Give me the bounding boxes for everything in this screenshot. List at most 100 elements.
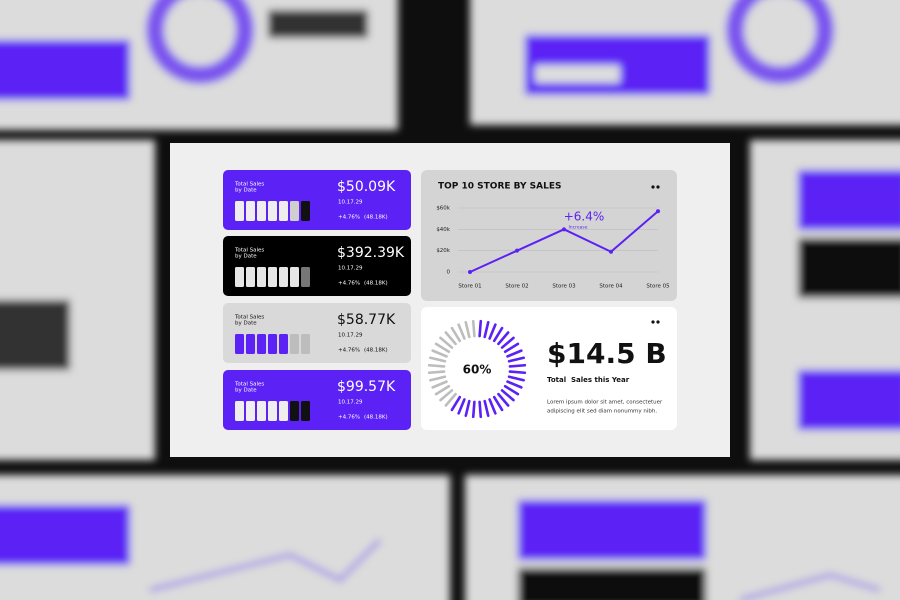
card-date: 10.17.29: [338, 333, 363, 339]
radial-bar-value: [503, 384, 520, 396]
card-label: Total Sales: [234, 248, 264, 254]
card-value: $99.57K: [337, 379, 396, 395]
card-block: [279, 401, 288, 421]
card-amount: (48.18K): [364, 348, 388, 354]
summary-value: $14.5 B: [547, 337, 667, 370]
radial-rest: [427, 319, 476, 407]
card-value: $392.39K: [337, 245, 405, 261]
radial-bar-rest: [464, 321, 471, 339]
card-label: Total Sales: [234, 315, 264, 321]
radial-bar-rest: [457, 323, 466, 340]
radial-bar-value: [457, 398, 466, 415]
radial-bar-value: [471, 400, 476, 419]
card-date: 10.17.29: [338, 266, 363, 272]
radial-bar-rest: [450, 326, 462, 343]
card-block: [301, 201, 310, 221]
card-block: [279, 201, 288, 221]
card-block: [235, 267, 244, 287]
line-point: [609, 249, 613, 254]
x-tick-label: Store 03: [552, 284, 576, 290]
card-block: [235, 401, 244, 421]
card-block: [279, 267, 288, 287]
line-point: [656, 209, 660, 214]
y-tick-label: 0: [447, 270, 451, 276]
radial-bar-rest: [444, 331, 457, 346]
y-tick-label: $60k: [436, 206, 450, 212]
radial-bar-rest: [431, 349, 448, 358]
line-point: [562, 227, 566, 232]
x-tick-label: Store 01: [458, 284, 481, 290]
radial-bar-rest: [444, 392, 457, 407]
card-block: [279, 334, 288, 354]
card-amount: (48.18K): [364, 215, 388, 221]
radial-bar-value: [507, 356, 525, 363]
card-label: by Date: [235, 188, 257, 194]
card-value: $58.77K: [337, 312, 396, 328]
radial-bar-value: [497, 331, 510, 346]
line-point: [515, 248, 519, 253]
card-change: +4.76%: [338, 215, 360, 221]
radial-bar-rest: [471, 319, 476, 338]
radial-bar-value: [508, 363, 527, 368]
radial-bar-rest: [431, 380, 448, 389]
card-block: [301, 267, 310, 287]
card-block: [246, 334, 255, 354]
radial-bar-value: [450, 395, 462, 412]
card-block: [235, 201, 244, 221]
card-amount: (48.18K): [364, 415, 388, 421]
card-block: [268, 334, 277, 354]
radial-bar-value: [508, 370, 527, 375]
card-block: [268, 201, 277, 221]
card-label: Total Sales: [234, 382, 264, 388]
card-block: [268, 401, 277, 421]
card-block: [290, 334, 299, 354]
menu-dots: [651, 185, 660, 189]
line-point: [468, 270, 472, 274]
radial-bar-rest: [434, 384, 451, 396]
annotation-sub: Increase: [568, 225, 587, 231]
radial-value: [450, 319, 527, 419]
card-label: by Date: [235, 388, 257, 394]
radial-bar-value: [488, 323, 497, 340]
card-label: by Date: [235, 254, 257, 260]
card-block: [257, 267, 266, 287]
radial-bar-value: [503, 342, 520, 354]
card-block: [290, 201, 299, 221]
card-change: +4.76%: [338, 281, 360, 287]
annotation: +6.4%: [564, 210, 605, 224]
radial-bar-value: [478, 319, 483, 338]
radial-bar-rest: [434, 342, 451, 354]
radial-bar-rest: [427, 370, 446, 375]
summary-description: adipiscing elit sed diam nonummy nibh.: [547, 409, 657, 415]
radial-bar-rest: [439, 336, 454, 349]
y-tick-label: $20k: [436, 248, 450, 254]
summary-description: Lorem ipsum dolor sit amet, consectetuer: [547, 400, 663, 406]
radial-bar-rest: [427, 363, 446, 368]
radial-bar-value: [497, 392, 510, 407]
radial-bar-rest: [439, 389, 454, 402]
y-tick-label: $40k: [436, 227, 450, 233]
radial-bar-rest: [429, 375, 447, 382]
x-tick-label: Store 04: [599, 284, 623, 290]
radial-label: 60%: [463, 363, 492, 377]
card-value: $50.09K: [337, 179, 396, 195]
card-block: [301, 334, 310, 354]
radial-bar-value: [483, 399, 490, 417]
card-date: 10.17.29: [338, 200, 363, 206]
card-block: [301, 401, 310, 421]
card-label: Total Sales: [234, 182, 264, 188]
card-block: [290, 401, 299, 421]
card-change: +4.76%: [338, 348, 360, 354]
radial-bar-value: [478, 400, 483, 419]
radial-bar-value: [507, 375, 525, 382]
x-tick-label: Store 05: [646, 284, 670, 290]
card-block: [235, 334, 244, 354]
radial-bar-value: [483, 321, 490, 339]
radial-bar-value: [500, 336, 515, 349]
chart-title: TOP 10 STORE BY SALES: [438, 182, 562, 192]
radial-bar-rest: [429, 356, 447, 363]
summary-label: Total Sales this Year: [547, 376, 630, 384]
card-block: [257, 401, 266, 421]
